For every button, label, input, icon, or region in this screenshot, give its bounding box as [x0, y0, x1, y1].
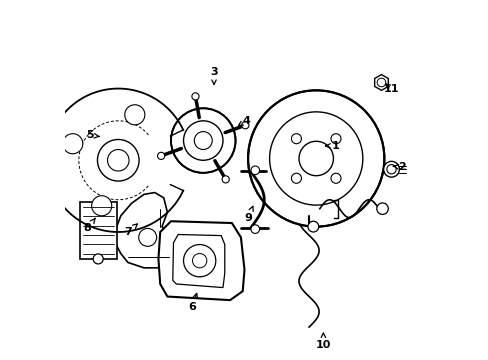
Circle shape	[330, 173, 340, 183]
Circle shape	[93, 254, 103, 264]
Circle shape	[247, 90, 384, 226]
Circle shape	[91, 196, 112, 216]
Circle shape	[376, 203, 387, 215]
Text: 2: 2	[392, 162, 406, 172]
Polygon shape	[158, 221, 244, 300]
Circle shape	[241, 122, 248, 129]
Polygon shape	[80, 202, 117, 259]
Polygon shape	[374, 75, 387, 90]
Text: 5: 5	[85, 130, 99, 140]
Text: 7: 7	[124, 224, 137, 237]
Circle shape	[250, 225, 259, 233]
Circle shape	[291, 134, 301, 144]
Circle shape	[124, 105, 144, 125]
Text: 9: 9	[244, 206, 253, 222]
Circle shape	[62, 134, 82, 154]
Circle shape	[191, 93, 199, 100]
Text: 11: 11	[383, 84, 399, 94]
Circle shape	[222, 176, 229, 183]
Circle shape	[250, 166, 259, 175]
Circle shape	[171, 108, 235, 173]
Circle shape	[157, 152, 164, 159]
Text: 8: 8	[83, 218, 95, 233]
Circle shape	[383, 161, 399, 177]
Text: 1: 1	[325, 141, 339, 151]
Circle shape	[183, 244, 215, 277]
Circle shape	[307, 221, 318, 232]
Circle shape	[330, 134, 340, 144]
Text: 4: 4	[238, 116, 250, 126]
Circle shape	[291, 173, 301, 183]
Text: 3: 3	[210, 67, 217, 84]
Polygon shape	[172, 234, 224, 288]
Polygon shape	[115, 193, 180, 268]
Text: 10: 10	[315, 333, 330, 350]
Text: 6: 6	[188, 293, 197, 312]
